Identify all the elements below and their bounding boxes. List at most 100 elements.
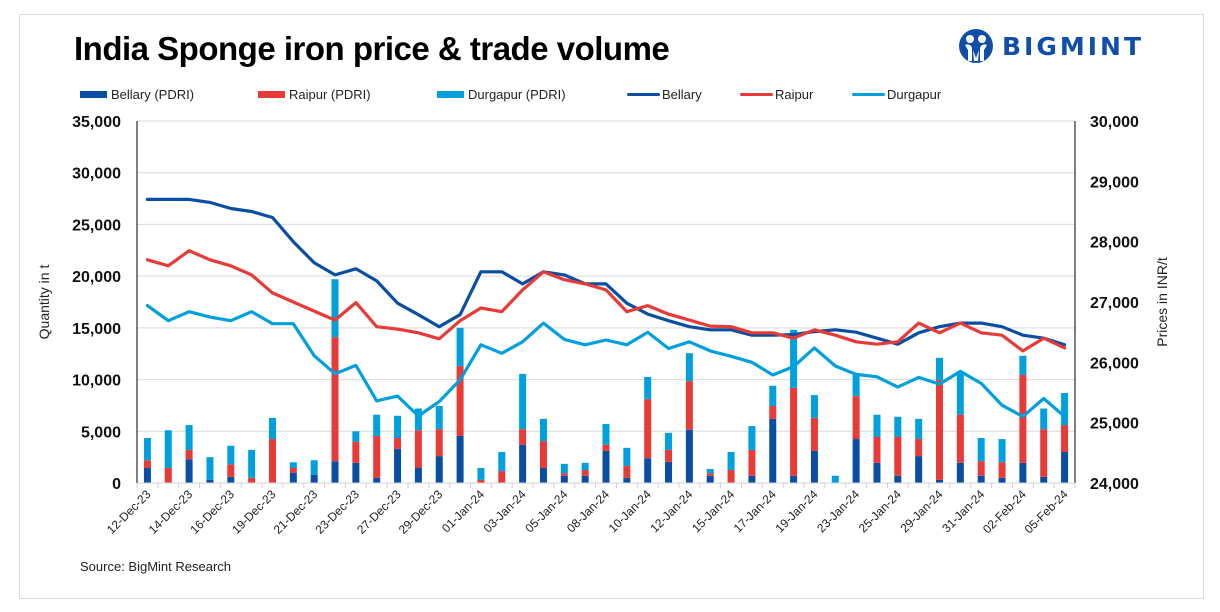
bar-durgapur-pdri (831, 475, 839, 483)
bar-durgapur-pdri (560, 463, 568, 474)
bar-durgapur-pdri (998, 439, 1006, 463)
bar-raipur-pdri (373, 435, 381, 478)
bar-bellary-pdri (977, 475, 985, 483)
bar-durgapur-pdri (602, 424, 610, 445)
bar-bellary-pdri (936, 479, 944, 483)
bar-durgapur-pdri (185, 425, 193, 450)
x-tick-label: 16-Dec-23 (187, 487, 237, 537)
x-tick-label: 17-Jan-24 (731, 487, 779, 535)
bar-bellary-pdri (810, 450, 818, 483)
x-tick-label: 25-Jan-24 (856, 487, 904, 535)
bar-durgapur-pdri (623, 447, 631, 466)
bar-bellary-pdri (644, 458, 652, 483)
bar-durgapur-pdri (206, 457, 214, 480)
bar-raipur-pdri (956, 414, 964, 463)
x-tick-label: 08-Jan-24 (564, 487, 612, 535)
bar-bellary-pdri (331, 461, 339, 483)
x-tick-label: 12-Jan-24 (647, 487, 695, 535)
bar-bellary-pdri (310, 474, 318, 483)
x-tick-label: 19-Jan-24 (772, 487, 820, 535)
y-tick-label: 10,000 (72, 373, 121, 390)
bar-durgapur-pdri (414, 408, 422, 431)
bar-durgapur-pdri (268, 417, 276, 440)
bar-raipur-pdri (143, 460, 151, 469)
y2-tick-label: 24,000 (1090, 476, 1139, 493)
line-durgapur (145, 304, 1067, 419)
bar-raipur-pdri (602, 444, 610, 451)
bar-bellary-pdri (894, 475, 902, 483)
legend: Bellary (PDRI) Raipur (PDRI) Durgapur (P… (0, 87, 1220, 105)
legend-label: Bellary (662, 87, 702, 102)
x-tick-label: 23-Jan-24 (814, 487, 862, 535)
bar-raipur-pdri (268, 439, 276, 483)
bar-bellary-pdri (1061, 451, 1069, 483)
y-tick-label: 15,000 (72, 321, 121, 338)
bar-bellary-pdri (435, 456, 443, 483)
bar-bellary-pdri (706, 475, 714, 483)
y2-tick-label: 25,000 (1090, 416, 1139, 433)
bar-durgapur-pdri (956, 373, 964, 415)
y2-tick-label: 27,000 (1090, 295, 1139, 312)
bar-durgapur-pdri (310, 460, 318, 475)
bar-bellary-pdri (539, 468, 547, 483)
bar-raipur-pdri (769, 405, 777, 419)
bar-bellary-pdri (623, 477, 631, 483)
bar-durgapur-pdri (394, 415, 402, 439)
bar-bellary-pdri (185, 459, 193, 483)
bar-raipur-pdri (873, 436, 881, 463)
bar-durgapur-pdri (685, 353, 693, 382)
bar-durgapur-pdri (894, 416, 902, 437)
bar-durgapur-pdri (227, 445, 235, 465)
y-tick-label: 20,000 (72, 269, 121, 286)
x-tick-label: 29-Dec-23 (396, 487, 446, 537)
x-tick-label: 14-Dec-23 (146, 487, 196, 537)
bar-raipur-pdri (519, 429, 527, 445)
bar-bellary-pdri (560, 475, 568, 483)
bar-raipur-pdri (685, 381, 693, 430)
bar-bellary-pdri (1019, 462, 1027, 483)
bar-bellary-pdri (519, 444, 527, 483)
bar-raipur-pdri (894, 436, 902, 476)
x-tick-label: 29-Jan-24 (898, 487, 946, 535)
bar-durgapur-pdri (331, 279, 339, 338)
bar-bellary-pdri (394, 448, 402, 483)
bar-raipur-pdri (852, 396, 860, 440)
bar-raipur-pdri (248, 477, 256, 483)
bar-raipur-pdri (644, 399, 652, 459)
bar-durgapur-pdri (498, 451, 506, 472)
bar-durgapur-pdri (352, 431, 360, 442)
bar-bellary-pdri (581, 475, 589, 483)
legend-item-bellary: Bellary (627, 87, 702, 102)
bar-raipur-pdri (352, 441, 360, 463)
bar-bellary-pdri (769, 418, 777, 483)
x-tick-label: 15-Jan-24 (689, 487, 737, 535)
bar-durgapur-pdri (644, 376, 652, 400)
bar-raipur-pdri (185, 449, 193, 460)
bar-raipur-pdri (915, 439, 923, 457)
legend-label: Bellary (PDRI) (111, 87, 195, 102)
bar-durgapur-pdri (435, 405, 443, 430)
bar-raipur-pdri (706, 473, 714, 476)
bar-bellary-pdri (289, 472, 297, 483)
bar-durgapur-pdri (248, 449, 256, 478)
bar-bellary-pdri (852, 439, 860, 483)
lines (145, 197, 1067, 419)
bar-raipur-pdri (331, 337, 339, 462)
bar-raipur-pdri (477, 479, 485, 483)
bar-durgapur-pdri (873, 414, 881, 437)
legend-swatch (852, 93, 885, 96)
source-note: Source: BigMint Research (80, 559, 232, 574)
x-tick-label: 01-Jan-24 (439, 487, 487, 535)
line-raipur (145, 249, 1067, 353)
bar-durgapur-pdri (665, 432, 673, 450)
bar-raipur-pdri (414, 430, 422, 469)
y-tick-label: 25,000 (72, 217, 121, 234)
bar-durgapur-pdri (581, 462, 589, 471)
legend-item-raipur: Raipur (740, 87, 813, 102)
y-tick-label: 35,000 (72, 114, 121, 131)
bar-raipur-pdri (727, 470, 735, 483)
bar-bellary-pdri (873, 462, 881, 483)
bar-raipur-pdri (936, 380, 944, 480)
bar-bellary-pdri (352, 462, 360, 483)
bar-durgapur-pdri (706, 469, 714, 474)
